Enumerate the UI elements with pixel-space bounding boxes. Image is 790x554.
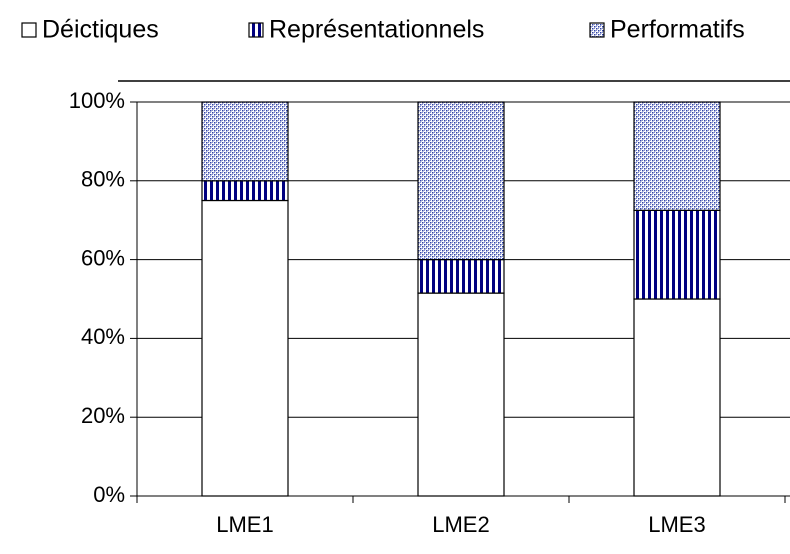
legend-label: Représentationnels — [269, 16, 484, 44]
bar-segment — [633, 101, 721, 211]
bar-segment — [201, 180, 289, 202]
bar-segment — [633, 209, 721, 300]
bar-segment — [417, 101, 505, 261]
bar-segment — [417, 259, 505, 294]
x-tick-label: LME1 — [216, 512, 273, 537]
y-tick-label: 0% — [93, 482, 125, 507]
legend-label: Performatifs — [610, 16, 745, 44]
bar-segment — [201, 101, 289, 182]
x-tick-label: LME2 — [432, 512, 489, 537]
y-tick-label: 20% — [81, 403, 125, 428]
y-tick-label: 80% — [81, 167, 125, 192]
y-tick-label: 40% — [81, 324, 125, 349]
bar-segment — [417, 292, 505, 497]
bar-segment — [201, 199, 289, 497]
legend-label: Déictiques — [42, 16, 159, 44]
y-tick-label: 100% — [69, 88, 125, 113]
legend-swatch — [21, 22, 37, 38]
legend-swatch — [589, 22, 605, 38]
legend-swatch — [248, 22, 264, 38]
bar-segment — [633, 298, 721, 497]
x-tick-label: LME3 — [648, 512, 705, 537]
y-tick-label: 60% — [81, 245, 125, 270]
